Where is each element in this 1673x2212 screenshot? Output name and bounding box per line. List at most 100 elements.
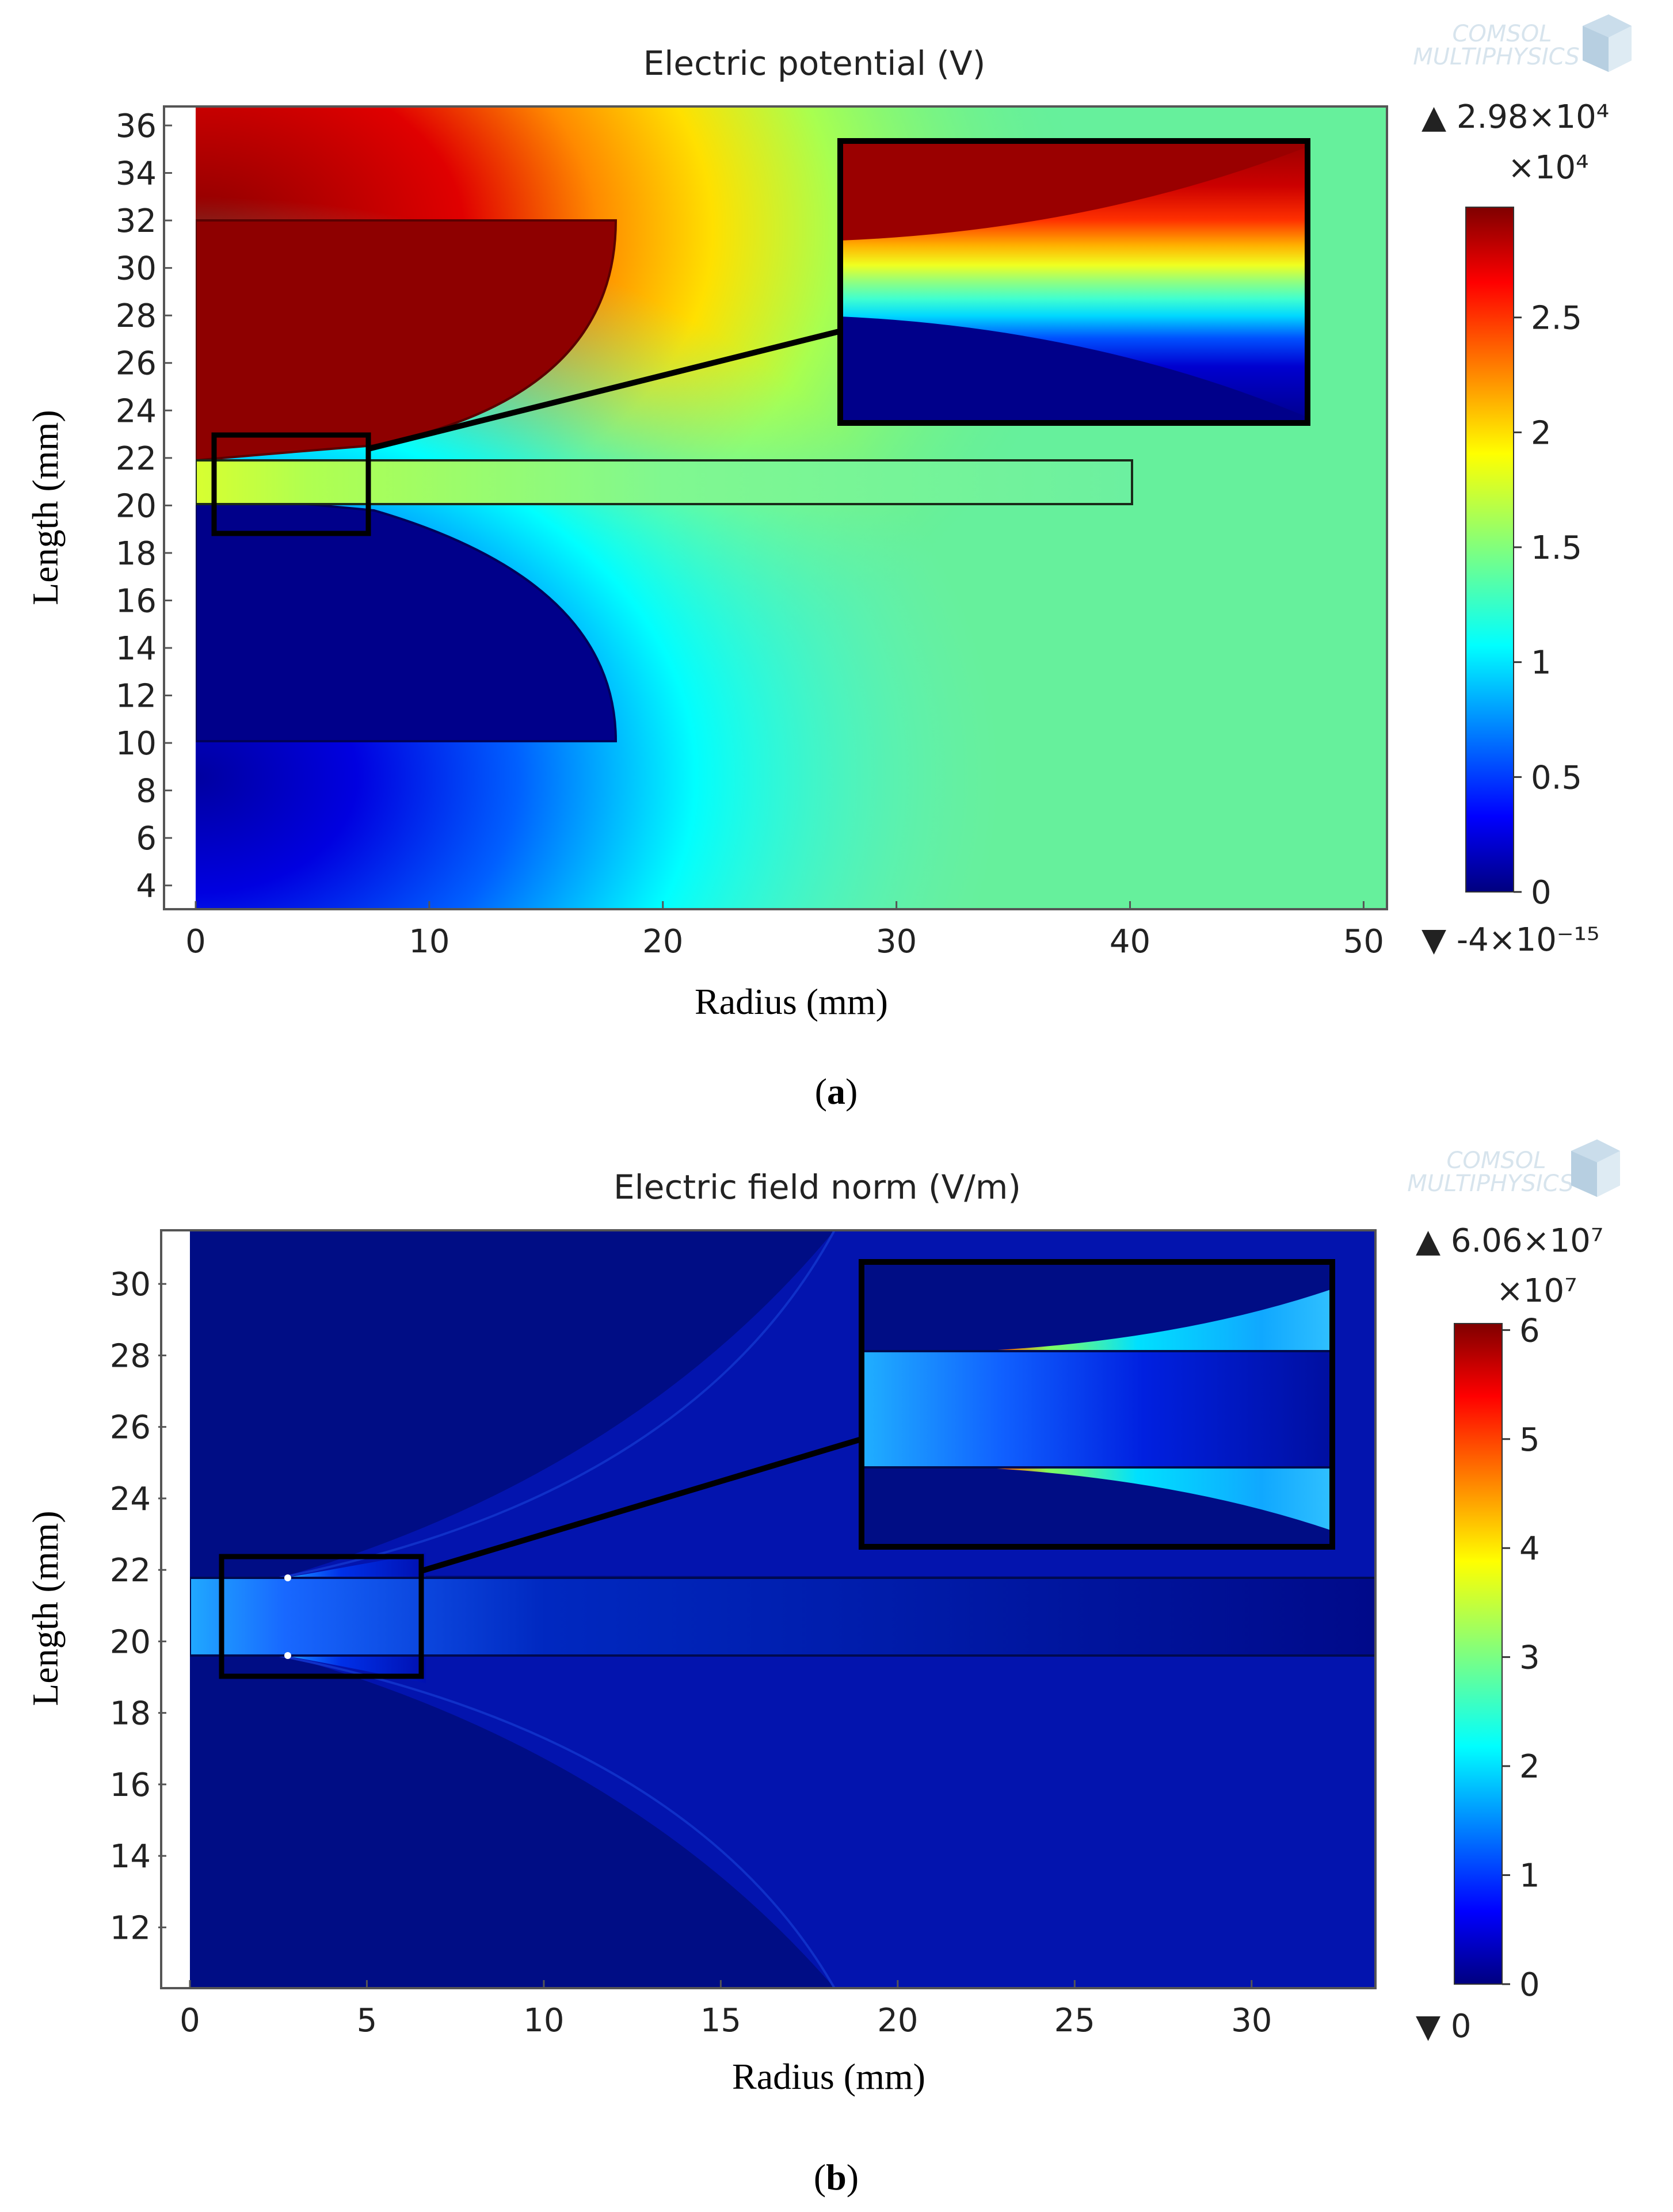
y-tick-label: 36 [116,108,157,145]
plot-frame [160,1229,1377,1989]
y-tick-label: 20 [110,1623,151,1661]
colorbar-tick-label: 2.5 [1531,300,1582,337]
y-tick-label: 16 [110,1767,151,1804]
y-tick-label: 12 [116,678,157,715]
dielectric-slab [196,459,1133,505]
y-axis-label: Length (mm) [25,1511,66,1706]
colorbar-tick-label: 0 [1531,874,1552,912]
panel-b: Electric field norm (V/m) COMSOL MULTIPH… [25,1139,1620,2198]
y-tick-label: 26 [116,345,157,383]
comsol-watermark: COMSOL MULTIPHYSICS [1407,1139,1620,1197]
colorbar-tick-label: 6 [1519,1312,1540,1349]
panel-a: Electric potential (V) COMSOL MULTIPHYSI… [25,14,1632,1112]
x-tick-label: 0 [185,923,206,960]
colorbar-tick-label: 2 [1531,414,1552,452]
y-tick-label: 14 [110,1838,151,1875]
colorbar-tick-label: 0.5 [1531,759,1582,796]
x-tick-label: 50 [1343,923,1384,960]
colorbar-multiplier: ×10⁴ [1508,149,1589,186]
x-tick-label: 40 [1110,923,1150,960]
y-tick-label: 22 [110,1552,151,1589]
plot-frame [163,105,1388,910]
y-tick-label: 18 [110,1695,151,1733]
zoom-connector [420,1436,864,1574]
upper-electrode-boundary [279,1230,836,1579]
y-tick-label: 32 [116,203,157,240]
y-tick-label: 22 [116,440,157,478]
colorbar-tick-label: 1.5 [1531,529,1582,567]
comsol-cube-icon [1583,14,1632,72]
watermark-line1: COMSOL [1452,21,1552,47]
colorbar-ramp [1465,207,1514,893]
comsol-cube-icon [1571,1139,1620,1197]
y-tick-label: 18 [116,535,157,573]
x-tick-label: 30 [1231,2002,1272,2039]
x-tick-label: 20 [877,2002,918,2039]
colorbar-tick-label: 3 [1519,1639,1540,1677]
x-tick-label: 15 [700,2002,741,2039]
x-tick-label: 5 [357,2002,378,2039]
x-tick-label: 25 [1054,2002,1095,2039]
y-tick-label: 4 [136,868,157,905]
y-tick-label: 20 [116,487,157,525]
colorbar-b: ▲ 6.06×10⁷ ×10⁷ 0 1 2 3 4 5 6 ▼ 0 [1416,1222,1603,2045]
chart-title: Electric potential (V) [643,44,986,83]
colorbar-ramp [1454,1323,1503,1985]
zoom-connector [367,328,843,452]
colorbar-tick-label: 1 [1531,644,1552,682]
colorbar-ticks: 0 0.5 1 1.5 2 2.5 [1514,300,1582,912]
watermark-line1: COMSOL [1446,1147,1546,1174]
y-tick-label: 24 [110,1481,151,1518]
y-tick-label: 16 [116,582,157,620]
y-tick-label: 34 [116,155,157,193]
plot-left-margin [164,106,196,909]
y-tick-label: 14 [116,630,157,668]
colorbar-tick-label: 1 [1519,1858,1540,1895]
colorbar-max-label: ▲ 2.98×10⁴ [1422,98,1609,136]
x-axis-label: Radius (mm) [732,2056,925,2097]
watermark-line2: MULTIPHYSICS [1407,1170,1573,1197]
colorbar-min-label: ▼ -4×10⁻¹⁵ [1422,921,1599,959]
plot-left-margin [161,1230,190,1988]
dielectric-slab [190,1577,1375,1657]
y-tick-label: 6 [136,820,157,857]
zoom-inset [837,138,1310,426]
y-tick-label: 26 [110,1409,151,1447]
watermark-line2: MULTIPHYSICS [1413,44,1579,70]
y-tick-label: 28 [116,298,157,335]
y-tick-label: 8 [136,773,157,810]
x-tick-label: 0 [180,2002,200,2039]
x-tick-label: 30 [876,923,917,960]
y-tick-label: 28 [110,1337,151,1375]
caption-b: (b) [814,2157,859,2198]
lower-electrode-boundary [279,1654,836,1988]
colorbar-tick-label: 5 [1519,1421,1540,1459]
y-tick-label: 30 [110,1266,151,1303]
caption-a: (a) [815,1071,858,1112]
x-tick-label: 20 [642,923,683,960]
chart-title: Electric field norm (V/m) [613,1168,1021,1207]
colorbar-min-label: ▼ 0 [1416,2008,1472,2045]
comsol-watermark: COMSOL MULTIPHYSICS [1413,14,1632,72]
colorbar-multiplier: ×10⁷ [1496,1272,1577,1310]
axes-b: 0 5 10 15 20 25 30 12 14 16 18 20 22 24 26 28 30 [110,1266,1272,2039]
y-tick-label: 10 [116,725,157,762]
colorbar-max-label: ▲ 6.06×10⁷ [1416,1222,1603,1260]
axes-a: 0 10 20 30 40 50 4 6 8 10 12 14 16 18 20 22 24 26 28 30 32 34… [116,108,1384,960]
zoom-box [211,432,371,536]
colorbar-tick-label: 4 [1519,1530,1540,1568]
zoom-box [219,1554,424,1679]
x-tick-label: 10 [409,923,449,960]
x-tick-label: 10 [523,2002,564,2039]
y-axis-label: Length (mm) [25,410,66,605]
y-tick-label: 30 [116,250,157,288]
zoom-inset [859,1259,1335,1550]
colorbar-a: ▲ 2.98×10⁴ ×10⁴ 0 0.5 1 1.5 2 2.5 ▼ -4×10⁻¹⁵ [1422,98,1609,959]
colorbar-tick-label: 2 [1519,1748,1540,1786]
y-tick-label: 12 [110,1909,151,1947]
x-axis-label: Radius (mm) [695,981,888,1022]
colorbar-tick-label: 0 [1519,1966,1540,2004]
colorbar-ticks: 0 1 2 3 4 5 6 [1502,1312,1540,2004]
y-tick-label: 24 [116,392,157,430]
